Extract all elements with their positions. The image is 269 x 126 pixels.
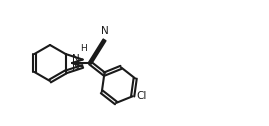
Text: N: N (101, 26, 108, 36)
Text: Cl: Cl (137, 91, 147, 101)
Text: N: N (72, 54, 80, 64)
Text: N: N (72, 62, 80, 72)
Text: H: H (80, 44, 87, 53)
